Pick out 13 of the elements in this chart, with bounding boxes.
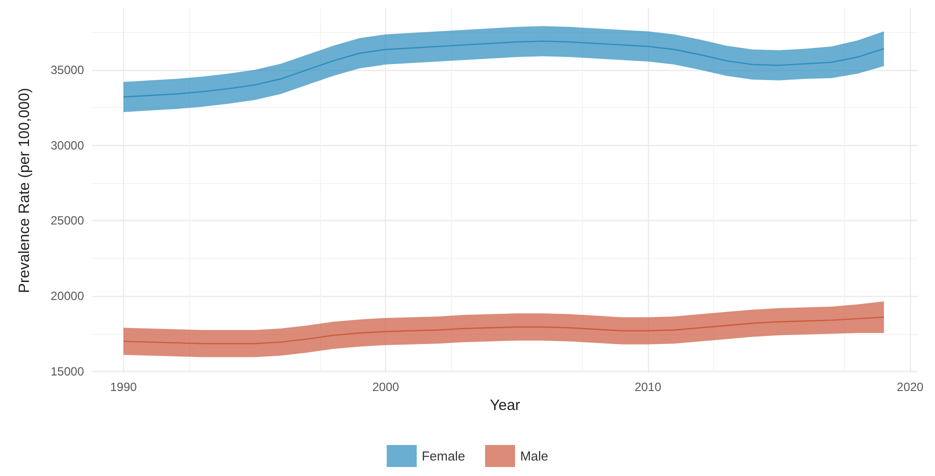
y-tick-label: 25000 bbox=[50, 214, 84, 228]
x-tick-label: 1990 bbox=[110, 380, 138, 394]
x-tick-label: 2000 bbox=[372, 380, 400, 394]
x-axis-title: Year bbox=[490, 396, 520, 414]
y-tick-label: 20000 bbox=[50, 289, 84, 304]
x-tick-label: 2020 bbox=[896, 380, 924, 394]
y-axis-title: Prevalence Rate (per 100,000) bbox=[16, 88, 33, 294]
x-tick-label: 2010 bbox=[634, 380, 662, 394]
legend-label: Female bbox=[422, 448, 466, 464]
y-tick-label: 15000 bbox=[50, 364, 84, 378]
y-tick-label: 30000 bbox=[50, 138, 84, 152]
legend-label: Male bbox=[520, 448, 548, 464]
y-tick-label: 35000 bbox=[50, 62, 84, 77]
